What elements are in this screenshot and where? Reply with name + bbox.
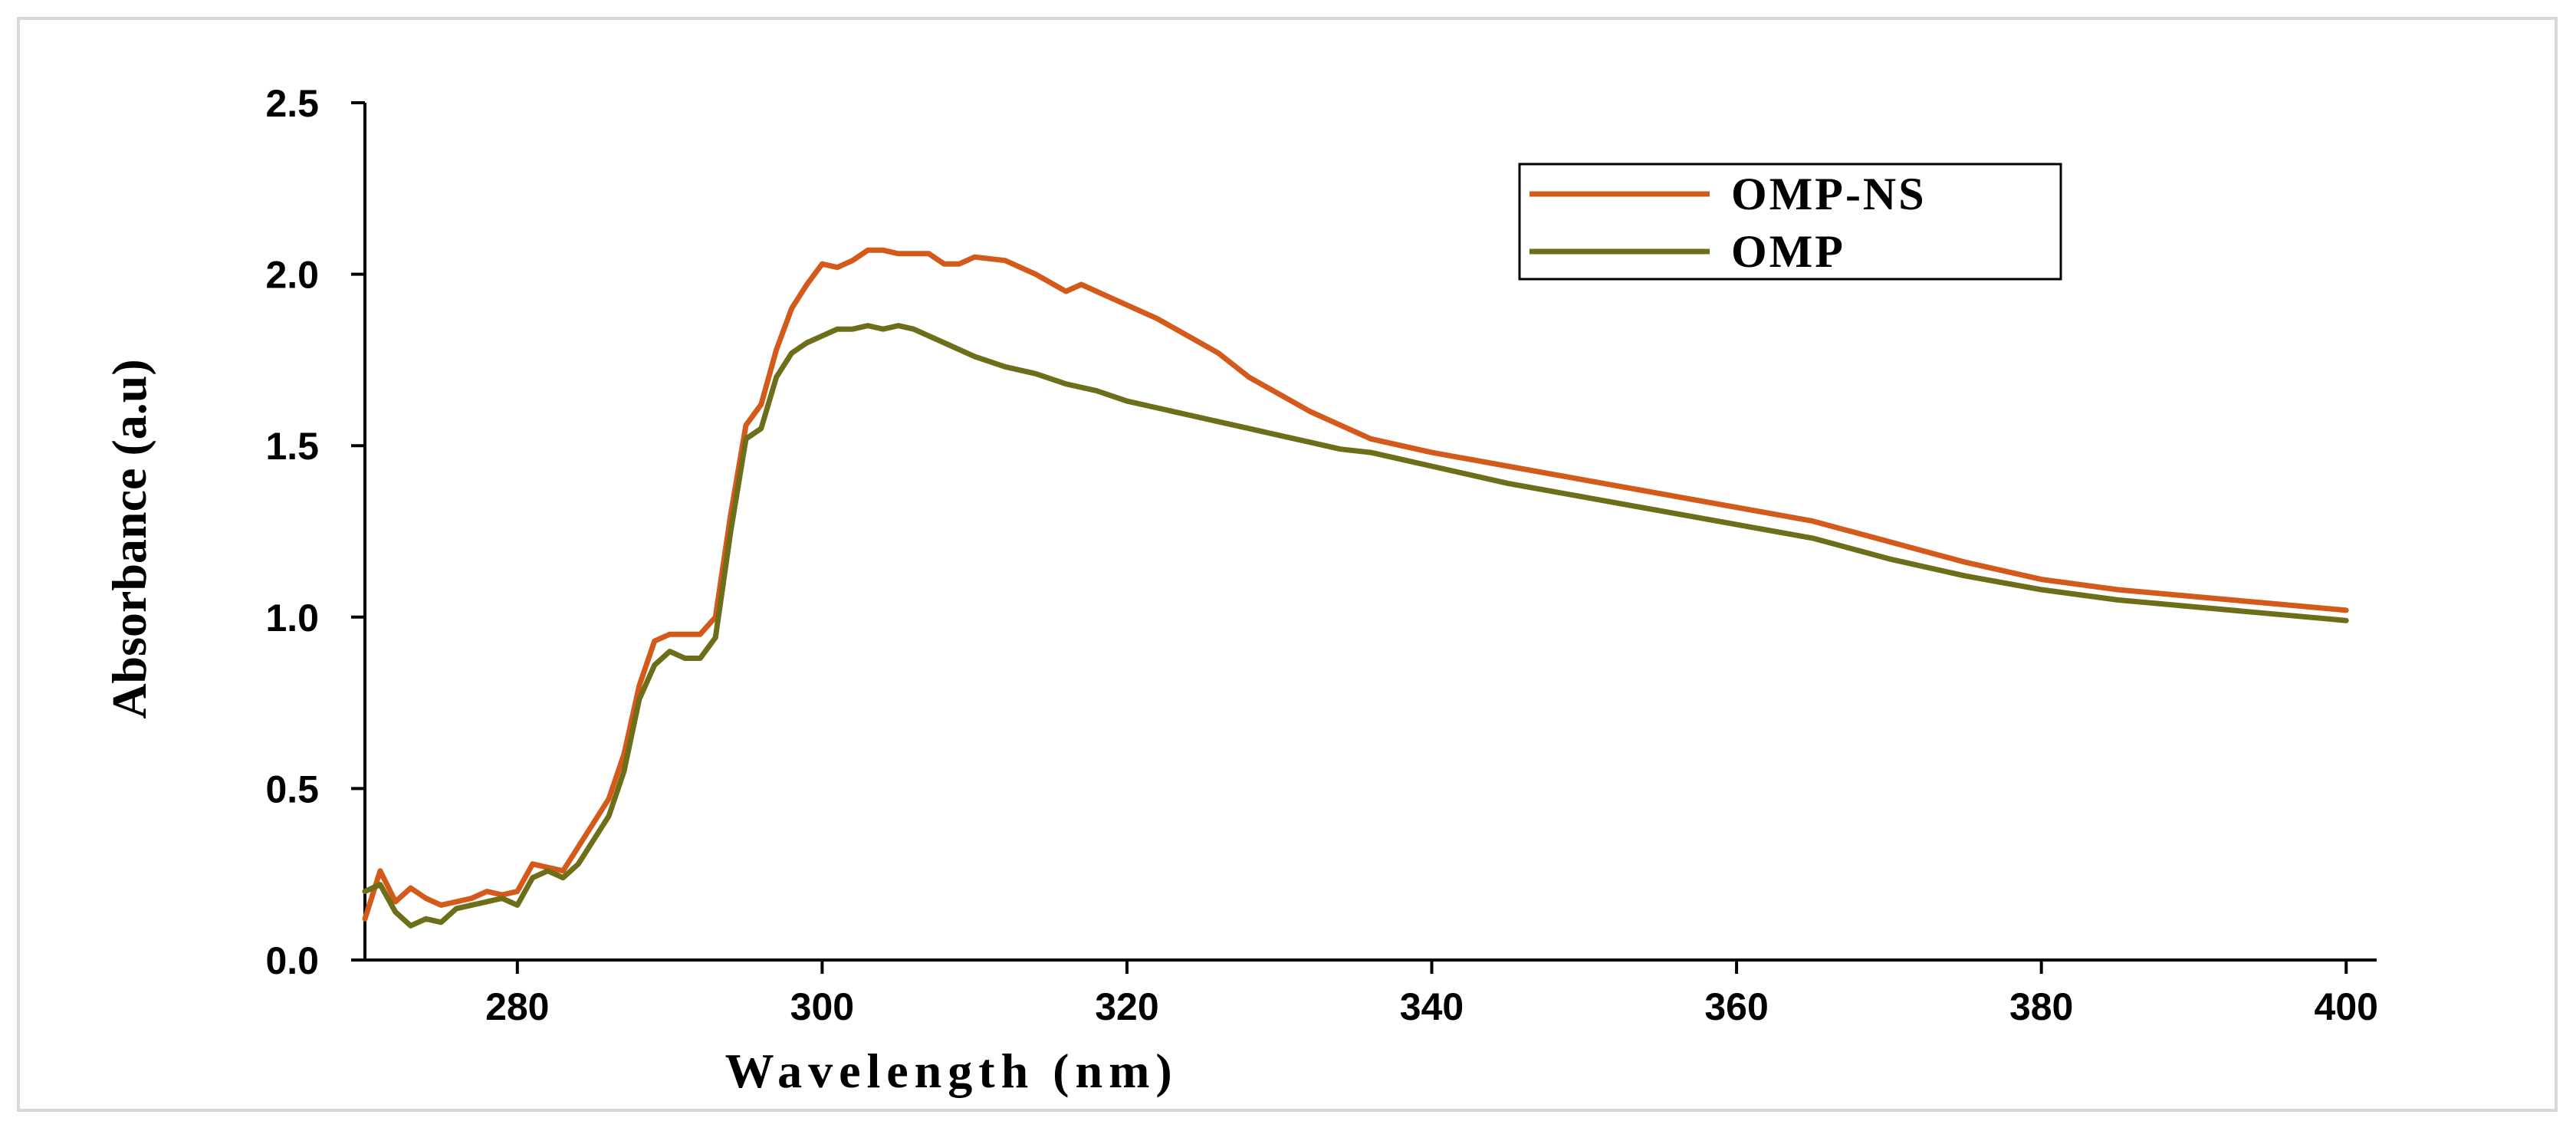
legend-box bbox=[1518, 163, 2062, 281]
y-tick-label: 2.5 bbox=[265, 82, 319, 125]
legend-label-omp: OMP bbox=[1731, 226, 1845, 277]
y-tick-label: 0.5 bbox=[265, 768, 319, 810]
y-tick-label: 1.5 bbox=[265, 425, 319, 468]
y-tick-label: 0.0 bbox=[265, 939, 319, 982]
x-tick-label: 300 bbox=[790, 985, 854, 1028]
y-tick-label: 1.0 bbox=[265, 597, 319, 639]
x-tick-label: 380 bbox=[2009, 985, 2073, 1028]
series-lines-group bbox=[362, 247, 2349, 929]
x-tick-label: 360 bbox=[1704, 985, 1768, 1028]
series-line-omp-ns bbox=[362, 247, 2349, 922]
figure-frame bbox=[17, 17, 2558, 1112]
axes-group bbox=[363, 103, 2377, 962]
x-tick-label: 320 bbox=[1095, 985, 1158, 1028]
legend-label-omp-ns: OMP-NS bbox=[1731, 169, 1927, 219]
x-axis-title: Wavelength (nm) bbox=[725, 1044, 1178, 1098]
y-ticks-group: 0.0 0.5 1.0 1.5 2.0 2.5 bbox=[265, 82, 365, 982]
x-tick-label: 400 bbox=[2315, 985, 2378, 1028]
x-tick-label: 340 bbox=[1400, 985, 1464, 1028]
x-ticks-group: 280 300 320 340 360 380 400 bbox=[485, 960, 2378, 1028]
legend: OMP-NS OMP bbox=[1518, 163, 2062, 281]
series-line-omp bbox=[362, 323, 2349, 929]
y-tick-label: 2.0 bbox=[265, 254, 319, 297]
y-axis-title: Absorbance (a.u) bbox=[102, 359, 156, 718]
x-tick-label: 280 bbox=[485, 985, 549, 1028]
